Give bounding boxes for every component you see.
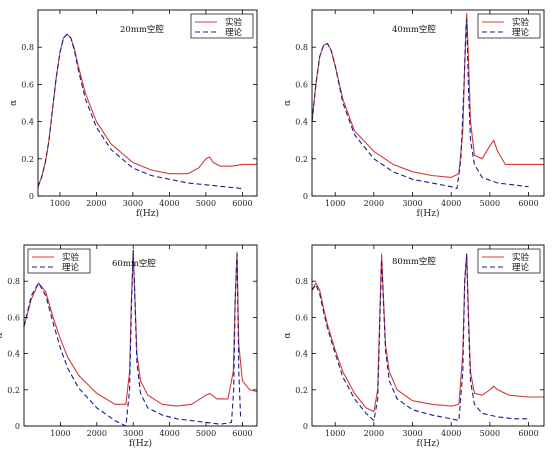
cavity-annotation: 80mm空腔: [392, 256, 436, 267]
subplot-3: 1000 2000 3000 4000 5000 6000 0 0.2 0.4 0.6 0.8 f(H…: [0, 244, 258, 449]
y-tick-label: 0.2: [21, 155, 34, 164]
legend-box: [477, 13, 541, 39]
x-tick-label: 5000: [196, 199, 216, 208]
y-tick-label: 0.6: [295, 80, 308, 89]
x-tick-label: 6000: [518, 199, 538, 208]
plot-frame: [311, 244, 545, 427]
x-tick-label: 6000: [232, 199, 252, 208]
subplot-2: 1000 2000 3000 4000 5000 6000 0 0.2 0.4 0.6 0.8 f(H…: [283, 9, 545, 219]
legend-label-experiment: 实验: [225, 17, 243, 28]
x-tick-label: 1000: [325, 429, 345, 438]
y-axis-label: α: [283, 100, 293, 106]
series-line-experiment: [311, 253, 544, 413]
series-line-experiment: [37, 33, 257, 187]
x-tick-label: 2000: [86, 199, 106, 208]
y-tick-label: 0.2: [7, 386, 20, 395]
y-tick-label: 0.4: [21, 118, 34, 127]
y-tick-label: 0.4: [295, 350, 308, 359]
x-tick-label: 1000: [50, 199, 70, 208]
x-tick-label: 6000: [518, 429, 538, 438]
legend-label-theory: 理论: [225, 27, 243, 38]
series-line-theory: [23, 249, 242, 427]
legend-label-theory: 理论: [512, 27, 530, 38]
legend-box: [477, 248, 541, 274]
x-tick-label: 2000: [87, 429, 107, 438]
y-tick-label: 0.4: [295, 118, 308, 127]
subplot-4: 1000 2000 3000 4000 5000 6000 0 0.2 0.4 0.6 0.8 f(H…: [283, 244, 545, 449]
y-tick-label: 0: [15, 422, 20, 431]
legend-label-experiment: 实验: [512, 252, 530, 263]
x-tick-label: 2000: [364, 429, 384, 438]
series-line-theory: [37, 33, 243, 190]
y-tick-label: 0: [29, 192, 34, 201]
cavity-annotation: 20mm空腔: [120, 24, 164, 35]
y-tick-label: 0.4: [7, 350, 20, 359]
y-axis-label: α: [9, 100, 19, 106]
x-tick-label: 4000: [159, 199, 179, 208]
y-tick-label: 0.8: [7, 277, 20, 286]
x-tick-label: 5000: [480, 429, 500, 438]
legend-label-experiment: 实验: [512, 17, 530, 28]
x-tick-label: 4000: [441, 429, 461, 438]
x-tick-label: 4000: [441, 199, 461, 208]
x-tick-label: 6000: [232, 429, 252, 438]
x-tick-label: 5000: [196, 429, 216, 438]
series-line-experiment: [311, 13, 544, 178]
legend-label-theory: 理论: [62, 262, 80, 273]
x-tick-label: 2000: [364, 199, 384, 208]
cavity-annotation: 60mm空腔: [112, 258, 156, 269]
x-tick-label: 5000: [480, 199, 500, 208]
x-axis-label: f(Hz): [417, 438, 440, 449]
x-tick-label: 3000: [123, 199, 143, 208]
x-tick-label: 3000: [123, 429, 143, 438]
y-tick-label: 0.8: [21, 43, 34, 52]
y-tick-label: 0.6: [21, 80, 34, 89]
legend-box: [190, 13, 254, 39]
y-tick-label: 0.6: [7, 313, 20, 322]
y-tick-label: 0.2: [295, 386, 308, 395]
cavity-annotation: 40mm空腔: [392, 24, 436, 35]
x-tick-label: 1000: [50, 429, 70, 438]
plot-frame: [311, 9, 545, 197]
x-tick-label: 4000: [159, 429, 179, 438]
subplot-1: 1000 2000 3000 4000 5000 6000 0 0.2 0.4 0.6 0.8 f(H…: [9, 9, 258, 219]
x-axis-label: f(Hz): [129, 438, 152, 449]
plot-frame: [37, 9, 258, 197]
x-tick-label: 1000: [325, 199, 345, 208]
x-axis-label: f(Hz): [136, 208, 159, 219]
x-axis-label: f(Hz): [417, 208, 440, 219]
x-tick-label: 3000: [402, 429, 422, 438]
y-tick-label: 0.8: [295, 43, 308, 52]
y-tick-label: 0: [303, 422, 308, 431]
plot-frame: [23, 244, 258, 427]
series-line-theory: [311, 253, 529, 422]
series-line-theory: [311, 18, 529, 190]
x-tick-label: 3000: [402, 199, 422, 208]
y-axis-label: α: [0, 332, 5, 338]
y-tick-label: 0: [303, 192, 308, 201]
legend-label-experiment: 实验: [62, 252, 80, 263]
legend-box: [27, 248, 91, 274]
y-tick-label: 0.6: [295, 313, 308, 322]
y-tick-label: 0.8: [295, 277, 308, 286]
y-tick-label: 0.2: [295, 155, 308, 164]
legend-label-theory: 理论: [512, 262, 530, 273]
series-line-experiment: [23, 249, 258, 407]
y-axis-label: α: [283, 332, 293, 338]
